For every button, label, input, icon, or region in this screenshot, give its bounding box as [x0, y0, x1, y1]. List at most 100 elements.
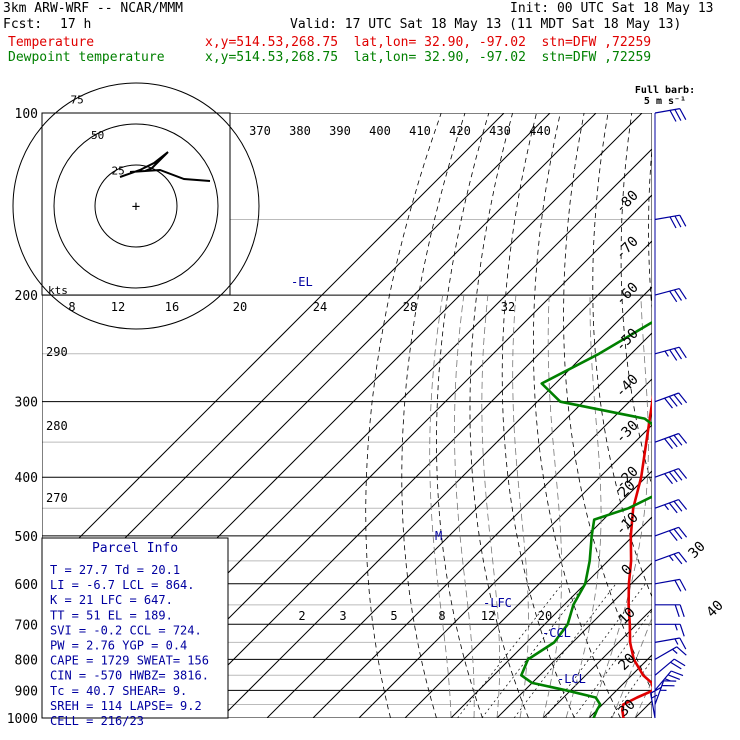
hodograph-ring-label: 75 — [71, 94, 84, 107]
temperature-tick-label-right: 40 — [704, 598, 727, 621]
barb-legend-line1: Full barb: — [635, 85, 695, 96]
dewpoint-profile — [520, 320, 652, 718]
wind-barb — [654, 432, 688, 449]
lfc-marker: -LFC — [483, 596, 512, 610]
isotherm-line — [588, 654, 652, 718]
theta-e-label: 420 — [449, 124, 471, 138]
sounding-series — [520, 320, 652, 718]
mixing-ratio-label: 8 — [438, 609, 445, 623]
temperature-tick-label-right: 30 — [686, 539, 709, 562]
dewpoint-legend-label: Dewpoint temperature — [8, 50, 165, 65]
hodo-axis-label: 28 — [403, 300, 417, 314]
dewpoint-location-info: x,y=514.53,268.75 lat,lon= 32.90, -97.02… — [205, 50, 652, 65]
isotherm-line — [496, 562, 652, 718]
isotherm-line — [174, 240, 652, 718]
model-title: 3km ARW-WRF -- NCAR/MMM — [3, 1, 184, 16]
wind-barb — [654, 680, 677, 705]
theta-e-label: 440 — [529, 124, 551, 138]
init-time: Init: 00 UTC Sat 18 May 13 — [510, 1, 714, 16]
hodograph: 25 50 75 + kts — [12, 82, 260, 330]
moist-adiabat-line — [634, 680, 652, 718]
temperature-tick-label: -70 — [613, 234, 642, 263]
hodograph-trace — [119, 151, 211, 182]
mixing-ratio-line — [573, 610, 652, 718]
theta-e-label: 430 — [489, 124, 511, 138]
parcel-info-panel: Parcel Info T = 27.7 Td = 20.1LI = -6.7 L… — [41, 537, 229, 728]
isotherm-line — [220, 286, 652, 718]
hodograph-units-label: kts — [48, 284, 68, 297]
parcel-info-row: CIN = -570 HWBZ= 3816. — [50, 669, 209, 683]
wind-barb — [654, 646, 687, 660]
pressure-tick-label: 200 — [15, 289, 38, 304]
mixing-ratio-label: 12 — [481, 609, 495, 623]
hodograph-center-marker: + — [132, 199, 140, 215]
theta-label: 280 — [46, 419, 68, 433]
moist-adiabat-line — [481, 295, 500, 718]
pressure-tick-label: 400 — [15, 471, 38, 486]
mixing-ratio-label: 20 — [538, 609, 552, 623]
moist-adiabat-line — [429, 295, 452, 718]
hodograph-ring-label: 50 — [91, 129, 104, 142]
wind-barb — [654, 392, 688, 409]
isotherm-line — [681, 113, 740, 718]
pressure-tick-label: 300 — [15, 396, 38, 411]
temperature-tick-label: -80 — [613, 188, 642, 217]
temperature-profile — [621, 394, 652, 718]
lcl-marker: -LCL — [557, 672, 586, 686]
dry-adiabat-line — [533, 113, 621, 718]
forecast-hour: 17 h — [60, 17, 92, 32]
wind-barb — [654, 526, 688, 541]
parcel-info-row: PW = 2.76 YGP = 0.4 — [50, 639, 187, 653]
mixing-ratio-label: 2 — [298, 609, 305, 623]
parcel-info-row: SVI = -0.2 CCL = 724. — [50, 623, 202, 637]
moist-adiabat-line — [565, 295, 602, 718]
temperature-location-info: x,y=514.53,268.75 lat,lon= 32.90, -97.02… — [205, 35, 652, 50]
wind-barb — [654, 670, 684, 691]
hodo-axis-label: 20 — [233, 300, 247, 314]
isotherm-line — [450, 516, 652, 718]
pressure-tick-label: 900 — [15, 684, 38, 699]
parcel-info-row: SREH = 114 LAPSE= 9.2 — [50, 699, 202, 713]
isotherm-line — [312, 378, 652, 718]
hodo-axis-label: 32 — [501, 300, 515, 314]
parcel-info-box — [41, 537, 229, 719]
hodograph-ring — [94, 164, 178, 248]
theta-e-label: 370 — [249, 124, 271, 138]
moist-adiabat-line — [658, 295, 740, 718]
wind-barb — [655, 604, 685, 617]
hodo-axis-label: 8 — [68, 300, 75, 314]
moist-adiabat-line — [588, 295, 649, 718]
moist-adiabat-line — [512, 295, 529, 718]
temperature-tick-label: -60 — [613, 280, 642, 309]
moist-adiabat-line — [542, 295, 563, 718]
pressure-tick-label: 1000 — [7, 712, 38, 727]
isotherm-line — [404, 470, 652, 718]
theta-e-label: 390 — [329, 124, 351, 138]
m-marker: M — [435, 529, 442, 543]
mixing-ratio-label: 3 — [339, 609, 346, 623]
pressure-tick-label: 700 — [15, 618, 38, 633]
hodograph-ring-label: 25 — [112, 165, 125, 178]
dry-adiabat-line — [469, 113, 529, 718]
moist-adiabat-line — [454, 295, 475, 718]
isotherm-line — [128, 194, 652, 718]
isotherm-line — [358, 424, 652, 718]
dry-adiabat-line — [501, 113, 575, 718]
wind-barb — [654, 468, 688, 485]
parcel-info-title: Parcel Info — [92, 541, 178, 556]
wind-barb — [654, 578, 687, 592]
hodo-axis-label: 16 — [165, 300, 179, 314]
hodo-axis-label: 12 — [111, 300, 125, 314]
parcel-info-row: CELL = 216/23 — [50, 714, 144, 728]
temperature-tick-label: 30 — [616, 697, 639, 720]
pressure-tick-label: 800 — [15, 653, 38, 668]
parcel-info-row: TT = 51 EL = 189. — [50, 608, 173, 622]
pressure-tick-label: 100 — [15, 107, 38, 122]
forecast-label: Fcst: — [3, 17, 43, 32]
wind-barb — [654, 551, 688, 565]
header: 3km ARW-WRF -- NCAR/MMM Init: 00 UTC Sat… — [0, 0, 740, 70]
theta-label: 290 — [46, 345, 68, 359]
pressure-tick-label: 500 — [15, 530, 38, 545]
temperature-legend-label: Temperature — [8, 35, 95, 50]
